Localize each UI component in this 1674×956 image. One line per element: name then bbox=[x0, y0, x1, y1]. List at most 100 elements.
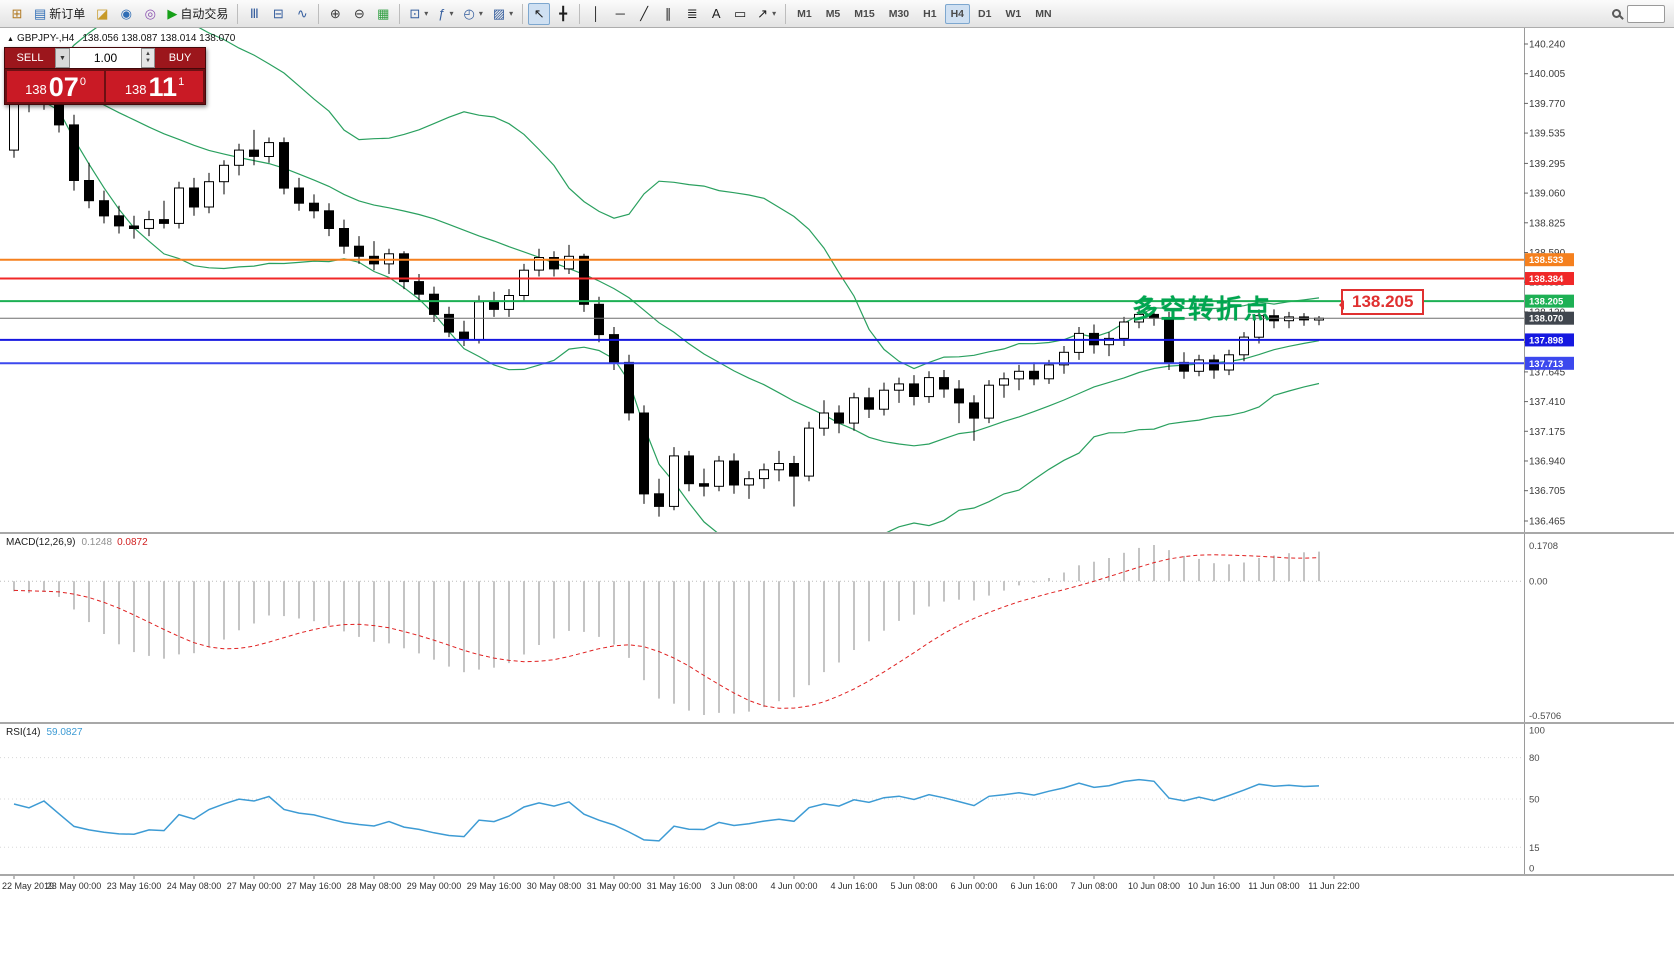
new-order-button[interactable]: ▤ 新订单 bbox=[30, 3, 89, 25]
autotrading-button-label: 自动交易 bbox=[180, 7, 229, 21]
text-label-button[interactable]: ▭ bbox=[729, 3, 751, 25]
svg-text:4 Jun 00:00: 4 Jun 00:00 bbox=[770, 881, 817, 891]
new-chart-icon: ⊞ bbox=[11, 6, 23, 21]
svg-text:4 Jun 16:00: 4 Jun 16:00 bbox=[830, 881, 877, 891]
new-chart-button[interactable]: ⊞ bbox=[6, 3, 28, 25]
timeframe-m1-button-label: M1 bbox=[797, 7, 812, 20]
equidistant-channel-button[interactable]: ∥ bbox=[657, 3, 679, 25]
timeframe-h4-button[interactable]: H4 bbox=[944, 3, 971, 24]
market-watch-button[interactable]: ◉ bbox=[115, 3, 137, 25]
svg-text:27 May 16:00: 27 May 16:00 bbox=[287, 881, 342, 891]
timeframe-w1-button[interactable]: W1 bbox=[999, 4, 1027, 24]
indicators-button[interactable]: ƒ ▾ bbox=[434, 3, 457, 25]
tile-windows-button[interactable]: ▦ bbox=[372, 3, 394, 25]
templates-button[interactable]: ▨ ▾ bbox=[489, 3, 517, 25]
timeframe-h1-button[interactable]: H1 bbox=[917, 4, 942, 24]
toolbar-separator bbox=[318, 3, 320, 24]
vertical-line-button[interactable]: │ bbox=[585, 3, 607, 25]
chart-annotation-text[interactable]: 多空转折点 bbox=[1132, 294, 1273, 324]
cursor-button[interactable]: ↖ bbox=[528, 2, 551, 25]
panel-separator[interactable] bbox=[0, 722, 1674, 724]
horizontal-line-button[interactable]: ─ bbox=[609, 3, 631, 25]
equidistant-channel-icon: ∥ bbox=[664, 6, 672, 21]
sell-price-button[interactable]: 138 07 0 bbox=[7, 71, 104, 102]
periods-button[interactable]: ◴ ▾ bbox=[460, 3, 487, 25]
symbol-title: GBPJPY-,H4 bbox=[16, 33, 75, 44]
panel-separator[interactable] bbox=[0, 532, 1674, 534]
buy-price-button[interactable]: 138 11 1 bbox=[106, 71, 203, 102]
svg-text:0: 0 bbox=[1529, 864, 1534, 875]
volume-stepper[interactable]: ▲ ▼ bbox=[141, 48, 155, 68]
svg-text:100: 100 bbox=[1529, 726, 1545, 737]
svg-text:15: 15 bbox=[1529, 843, 1540, 854]
timeframe-d1-button[interactable]: D1 bbox=[972, 4, 997, 24]
timeframe-mn-button[interactable]: MN bbox=[1029, 4, 1057, 24]
timeframe-m1-button[interactable]: M1 bbox=[791, 4, 818, 24]
sell-price-base: 138 bbox=[25, 82, 47, 97]
horizontal-lines[interactable] bbox=[0, 258, 1524, 365]
rsi-chart[interactable]: 100 80 50 15 0 bbox=[0, 724, 1674, 875]
autotrading-icon: ▶ bbox=[167, 6, 178, 21]
macd-main-value: 0.1248 bbox=[81, 537, 113, 548]
buy-price-sup: 1 bbox=[178, 76, 185, 88]
candlestick-chart-button[interactable]: ⊟ bbox=[267, 3, 289, 25]
arrows-icon: ↗ bbox=[757, 6, 769, 21]
bar-chart-button[interactable]: Ⅲ bbox=[243, 3, 265, 25]
fibonacci-button[interactable]: ≣ bbox=[681, 3, 703, 25]
svg-text:29 May 00:00: 29 May 00:00 bbox=[407, 881, 462, 891]
tile-windows-icon: ▦ bbox=[377, 6, 390, 21]
new-order-button-label: 新订单 bbox=[49, 7, 86, 21]
svg-text:139.770: 139.770 bbox=[1529, 99, 1566, 110]
price-callout[interactable]: 138.205 bbox=[1338, 289, 1425, 315]
periods-icon: ◴ bbox=[463, 6, 475, 21]
text-button[interactable]: A bbox=[705, 3, 727, 25]
auto-scroll-button[interactable]: ⊡ ▾ bbox=[405, 3, 432, 25]
macd-signal-line bbox=[13, 554, 1320, 709]
svg-text:140.005: 140.005 bbox=[1529, 69, 1566, 80]
toolbar-search-area bbox=[1612, 4, 1669, 23]
search-input[interactable] bbox=[1627, 4, 1665, 23]
time-axis-separator[interactable] bbox=[0, 874, 1674, 876]
svg-text:136.940: 136.940 bbox=[1529, 456, 1566, 467]
bollinger-bands bbox=[13, 28, 1320, 533]
svg-text:0.1708: 0.1708 bbox=[1529, 541, 1558, 552]
macd-chart[interactable]: 0.1708 0.00 -0.5706 bbox=[0, 534, 1674, 723]
price-chart[interactable]: 140.240 140.005 139.770 139.535 139.295 139.0… bbox=[0, 28, 1674, 533]
svg-text:137.898: 137.898 bbox=[1529, 335, 1563, 346]
svg-text:5 Jun 08:00: 5 Jun 08:00 bbox=[890, 881, 937, 891]
svg-text:138.384: 138.384 bbox=[1529, 274, 1564, 285]
line-chart-button[interactable]: ∿ bbox=[291, 3, 313, 25]
one-click-trading-panel: SELL ▼ 1.00 ▲ ▼ BUY 138 07 0 138 11 1 bbox=[4, 47, 206, 105]
horizontal-line-icon: ─ bbox=[615, 6, 625, 21]
sell-button[interactable]: SELL bbox=[5, 48, 55, 68]
text-label-icon: ▭ bbox=[734, 6, 747, 21]
chevron-down-icon: ▾ bbox=[424, 9, 429, 18]
zoom-out-button[interactable]: ⊖ bbox=[348, 3, 370, 25]
rsi-indicator-label: RSI(14) 59.0827 bbox=[6, 727, 83, 738]
svg-text:138.205: 138.205 bbox=[1529, 297, 1564, 308]
toolbar-separator bbox=[399, 3, 401, 24]
timeframe-m15-button[interactable]: M15 bbox=[848, 4, 880, 24]
order-type-dropdown[interactable]: ▼ bbox=[55, 48, 70, 68]
fibonacci-icon: ≣ bbox=[686, 6, 698, 21]
volume-input[interactable]: 1.00 bbox=[70, 48, 141, 68]
text-icon: A bbox=[711, 6, 721, 21]
profiles-button[interactable]: ◪ bbox=[91, 3, 113, 25]
buy-price-base: 138 bbox=[124, 82, 147, 97]
indicators-icon: ƒ bbox=[438, 6, 446, 21]
timeframe-m30-button[interactable]: M30 bbox=[883, 4, 915, 24]
price-callout-label: 138.205 bbox=[1352, 292, 1414, 311]
trendline-button[interactable]: ╱ bbox=[633, 3, 655, 25]
svg-text:139.535: 139.535 bbox=[1529, 129, 1566, 140]
buy-button[interactable]: BUY bbox=[155, 48, 205, 68]
timeframe-m15-button-label: M15 bbox=[854, 7, 875, 20]
timeframe-w1-button-label: W1 bbox=[1005, 7, 1022, 20]
crosshair-button[interactable]: ╋ bbox=[552, 3, 574, 25]
timeframe-m5-button[interactable]: M5 bbox=[820, 4, 847, 24]
navigator-button[interactable]: ◎ bbox=[139, 3, 161, 25]
svg-text:7 Jun 08:00: 7 Jun 08:00 bbox=[1070, 881, 1117, 891]
zoom-in-button[interactable]: ⊕ bbox=[324, 3, 346, 25]
autotrading-button[interactable]: ▶ 自动交易 bbox=[163, 3, 232, 25]
arrows-button[interactable]: ↗ ▾ bbox=[753, 3, 780, 25]
